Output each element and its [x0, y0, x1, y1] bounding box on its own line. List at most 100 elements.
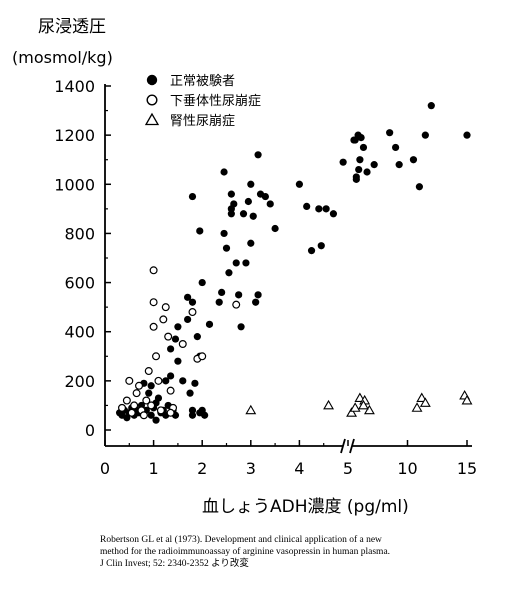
normal-subject-point — [386, 129, 394, 137]
x-tick-label: 1 — [149, 459, 159, 478]
normal-subject-point — [355, 165, 363, 174]
y-tick-label: 600 — [64, 274, 95, 293]
normal-subject-point — [315, 205, 323, 213]
pituitary-di-point — [118, 403, 127, 412]
nephrogenic-di-point — [461, 394, 473, 405]
normal-subject-point — [184, 315, 192, 324]
y-tick-label: 800 — [64, 224, 95, 243]
y-tick-label: 200 — [64, 372, 95, 391]
normal-subject-point — [409, 156, 418, 164]
normal-subject-point — [179, 377, 187, 385]
normal-subject-point — [339, 158, 347, 166]
pituitary-di-point — [142, 396, 151, 405]
nephrogenic-di-point — [363, 404, 375, 415]
normal-subject-point — [303, 202, 311, 210]
citation-line-3: J Clin Invest; 52: 2340-2352 より改変 — [100, 559, 249, 569]
chart: 尿浸透圧 (mosmol/kg) 02004006008001000120014… — [12, 17, 477, 517]
normal-subject-point — [188, 192, 197, 201]
normal-subject-point — [359, 143, 368, 152]
normal-subject-point — [322, 205, 330, 213]
normal-subject-point — [198, 278, 206, 287]
citation: Robertson GL et al (1973). Development a… — [100, 534, 510, 570]
normal-subject-point — [147, 382, 155, 390]
data-points — [115, 102, 473, 424]
pituitary-di-point — [188, 308, 197, 317]
y-tick-label: 400 — [64, 323, 95, 342]
normal-subject-point — [239, 210, 248, 218]
normal-subject-point — [232, 259, 240, 267]
pituitary-di-point — [232, 300, 241, 309]
legend-nephrogenic-di: 腎性尿崩症 — [170, 114, 235, 129]
y-tick-label: 1000 — [54, 175, 95, 194]
normal-subject-point — [415, 183, 423, 191]
nephrogenic-di-point — [419, 397, 431, 407]
normal-subject-point — [198, 406, 206, 414]
legend-marker — [144, 112, 160, 126]
normal-subject-point — [227, 190, 235, 198]
x-tick-label: 0 — [100, 459, 110, 478]
normal-subject-point — [227, 205, 235, 213]
legend-normal-subjects: 正常被験者 — [170, 74, 235, 89]
y-tick-label: 1200 — [54, 126, 95, 145]
y-axis-unit: (mosmol/kg) — [12, 48, 113, 67]
citation-line-2: method for the radioimmunoassay of argin… — [100, 547, 391, 557]
y-axis: 0 200 400 600 800 1000 1200 1400 — [54, 77, 111, 440]
pituitary-di-point — [125, 376, 134, 385]
normal-subject-point — [247, 239, 255, 247]
normal-subject-point — [145, 389, 153, 397]
normal-subject-point — [188, 298, 197, 306]
y-tick-label: 0 — [85, 421, 95, 440]
normal-subject-point — [370, 161, 378, 169]
citation-line-1: Robertson GL et al (1973). Development a… — [100, 535, 382, 545]
normal-subject-point — [193, 333, 201, 341]
normal-subject-point — [395, 161, 403, 169]
axis-break-mark — [340, 438, 346, 454]
pituitary-di-point — [149, 298, 158, 307]
normal-subject-point — [196, 227, 204, 235]
normal-subject-point — [295, 180, 303, 188]
normal-subject-point — [421, 131, 429, 139]
normal-subject-point — [152, 416, 160, 424]
x-tick-label: 5 — [343, 459, 353, 478]
pituitary-di-point — [178, 340, 187, 349]
normal-subject-point — [356, 156, 364, 164]
axis-break-mark — [349, 438, 355, 454]
nephrogenic-di-point — [411, 402, 423, 412]
normal-subject-point — [252, 298, 260, 306]
x-tick-label: 2 — [197, 459, 207, 478]
normal-subject-point — [261, 192, 269, 201]
normal-subject-point — [174, 323, 182, 331]
pituitary-di-point — [159, 315, 168, 324]
pituitary-di-point — [161, 303, 170, 312]
x-tick-label: 15 — [457, 459, 477, 478]
x-tick-label: 3 — [246, 459, 256, 478]
normal-subject-point — [247, 180, 255, 188]
pituitary-di-point — [139, 411, 148, 420]
pituitary-di-point — [149, 322, 158, 331]
normal-subject-point — [254, 151, 262, 159]
nephrogenic-di-point — [346, 407, 358, 417]
nephrogenic-di-point — [349, 402, 361, 412]
normal-subject-point — [188, 406, 197, 414]
pituitary-di-point — [166, 408, 175, 417]
normal-subject-point — [363, 168, 371, 176]
pituitary-di-point — [122, 396, 131, 405]
normal-subject-point — [184, 293, 192, 301]
normal-subject-point — [235, 291, 243, 299]
normal-subject-point — [307, 247, 316, 255]
x-axis: 0 1 2 3 4 5 10 15 — [100, 440, 477, 478]
x-tick-label: 10 — [397, 459, 417, 478]
pituitary-di-point — [130, 401, 139, 410]
normal-subject-point — [171, 335, 180, 343]
axes — [104, 84, 472, 454]
nephrogenic-di-point — [323, 399, 335, 410]
normal-subject-point — [357, 134, 365, 142]
normal-subject-point — [162, 377, 170, 385]
pituitary-di-point — [154, 376, 163, 385]
legend-marker — [146, 74, 158, 86]
normal-subject-point — [186, 389, 194, 397]
x-tick-label: 4 — [294, 459, 304, 478]
normal-subject-point — [463, 131, 471, 139]
normal-subject-point — [205, 320, 214, 328]
